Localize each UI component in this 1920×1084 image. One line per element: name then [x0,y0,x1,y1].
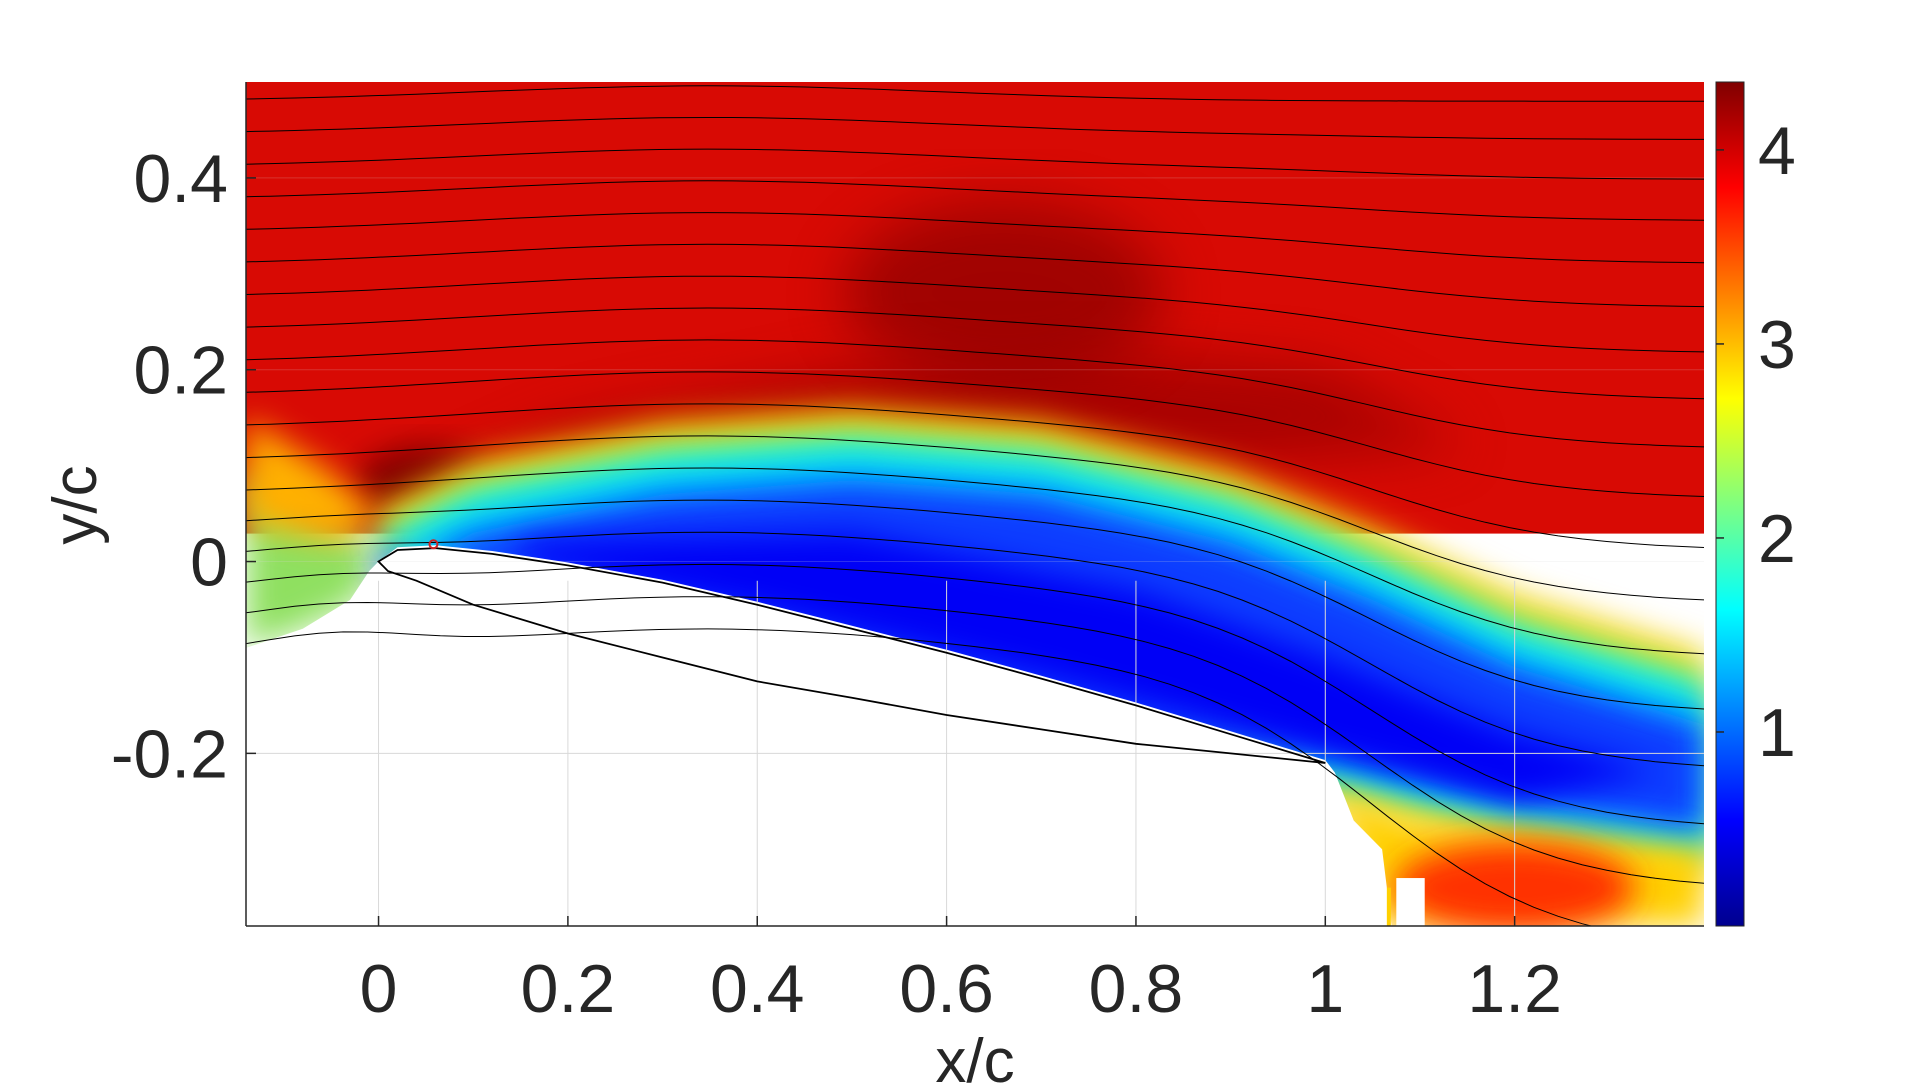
streamline-15 [246,563,1704,825]
x-tick-label-4: 0.8 [1089,951,1184,1027]
colorbar: 1 2 3 4 [1715,81,1796,927]
wake-core [520,532,1657,802]
streamline-9 [246,371,1704,497]
y-axis-ticks: -0.2 0 0.2 0.4 [111,141,256,792]
grid-lines [246,177,1704,926]
streamline-2 [246,148,1704,180]
streamline-17 [246,628,1594,926]
inflow-orange-region [246,417,379,543]
x-tick-label-6: 1.2 [1467,951,1562,1027]
streamline-0 [246,85,1704,102]
streamline-13 [246,499,1704,710]
x-tick-label-1: 0.2 [521,951,616,1027]
streamlines [246,85,1704,926]
streamline-6 [246,275,1704,353]
yellow-data-sliver [1386,887,1391,926]
streamline-5 [246,243,1704,308]
x-tick-label-2: 0.4 [710,951,805,1027]
x-axis-ticks: 0 0.2 0.4 0.6 0.8 1 1.2 [360,916,1562,1027]
colorbar-tick-label-1: 2 [1758,501,1796,577]
colorbar-tick-label-2: 3 [1758,307,1796,383]
x-tick-label-5: 1 [1306,951,1344,1027]
y-tick-label-0: -0.2 [111,716,228,792]
streamline-10 [246,403,1704,548]
x-tick-label-3: 0.6 [899,951,994,1027]
streamline-12 [246,467,1704,655]
streamline-16 [246,596,1704,884]
no-data-mask-strip [1396,878,1425,926]
plot-area: 0 0.2 0.4 0.6 0.8 1 1.2 -0.2 0 0.2 0.4 [111,82,1704,1027]
streamline-14 [246,531,1704,767]
streamline-4 [246,212,1704,264]
colorbar-tick-label-0: 1 [1758,695,1796,771]
streamline-8 [246,339,1704,448]
y-tick-label-1: 0 [190,525,228,601]
y-axis-title: y/c [41,465,110,544]
x-tick-label-0: 0 [360,951,398,1027]
no-data-mask [246,545,1392,926]
streamline-3 [246,180,1704,221]
velocity-field [246,82,1704,926]
streamline-11 [246,435,1704,601]
colorbar-gradient [1715,81,1745,927]
airfoil-outline [377,547,1326,764]
y-tick-label-3: 0.4 [133,141,228,217]
y-tick-label-2: 0.2 [133,333,228,409]
axes-frame [245,82,1704,927]
x-axis-title: x/c [935,1027,1014,1084]
colorbar-ticks: 1 2 3 4 [1716,113,1796,771]
streamline-7 [246,307,1704,400]
colorbar-tick-label-3: 4 [1758,113,1796,189]
upper-dark-core [843,203,1164,383]
streamline-1 [246,117,1704,140]
red-marker-point [428,539,439,550]
